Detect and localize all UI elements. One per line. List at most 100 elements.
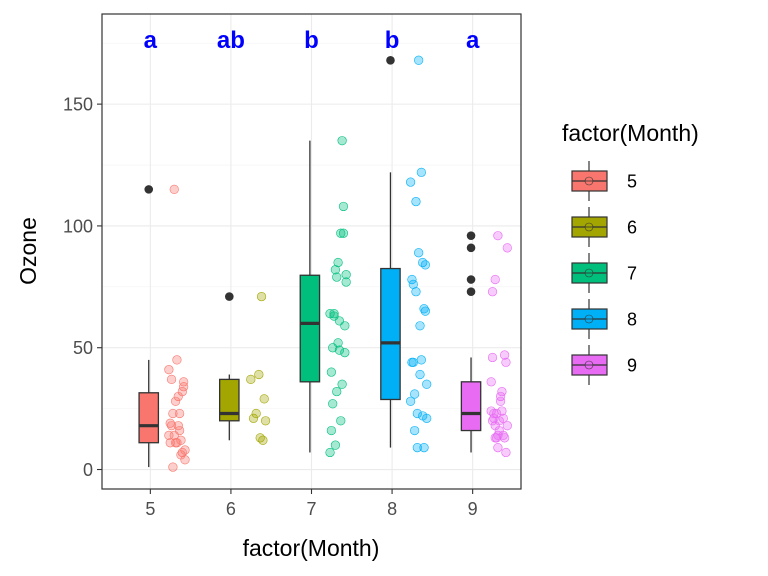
jitter-point <box>326 367 336 377</box>
jitter-point <box>497 406 507 416</box>
jitter-point <box>493 430 503 441</box>
jitter-point <box>172 355 182 365</box>
jitter-point <box>491 408 502 419</box>
x-tick-label: 8 <box>387 499 397 519</box>
jitter-point <box>175 425 185 436</box>
jitter-point <box>341 270 351 280</box>
jitter-point <box>406 177 416 187</box>
jitter-point <box>341 277 351 287</box>
jitter-point <box>337 379 347 389</box>
jitter-point <box>175 408 185 419</box>
jitter-point <box>414 55 424 65</box>
jitter-point <box>418 257 428 268</box>
jitter-point <box>170 396 181 406</box>
jitter-point <box>328 343 338 353</box>
y-tick-label: 150 <box>63 95 93 115</box>
jitter-point <box>411 287 421 297</box>
box-month-5 <box>138 392 160 444</box>
jitter-point <box>489 413 499 423</box>
jitter-point <box>340 321 350 331</box>
jitter-point <box>246 374 256 384</box>
jitter-point <box>407 357 417 367</box>
outlier-point <box>466 275 476 284</box>
jitter-point <box>490 274 500 285</box>
jitter-point <box>502 243 512 253</box>
y-tick-label: 50 <box>73 338 93 358</box>
letter-month-6: ab <box>217 27 245 54</box>
letter-month-9: a <box>466 27 480 54</box>
legend-key-point <box>584 314 594 324</box>
jitter-point <box>486 406 496 416</box>
jitter-point <box>422 379 432 389</box>
jitter-point <box>419 442 429 453</box>
jitter-point <box>406 396 416 406</box>
jitter-point <box>325 309 335 319</box>
jitter-point <box>422 413 432 423</box>
x-tick-label: 9 <box>468 499 478 519</box>
jitter-point <box>254 369 264 380</box>
jitter-point <box>326 425 336 436</box>
jitter-point <box>498 430 508 441</box>
legend-key-point <box>584 222 594 232</box>
outlier-point <box>466 287 476 296</box>
jitter-point <box>410 425 420 436</box>
box-month-8 <box>380 267 401 401</box>
jitter-point <box>164 430 174 441</box>
jitter-point <box>164 365 174 375</box>
box-month-7 <box>299 274 321 383</box>
outlier-point <box>386 55 395 65</box>
jitter-point <box>487 352 498 363</box>
legend-label-5: 5 <box>627 172 637 192</box>
jitter-point <box>255 433 265 443</box>
jitter-point <box>495 396 506 406</box>
jitter-point <box>338 201 349 212</box>
jitter-points <box>164 55 512 472</box>
legend-title: factor(Month) <box>562 120 699 146</box>
jitter-point <box>500 350 510 360</box>
box-month-9 <box>460 381 482 432</box>
jitter-point <box>180 455 190 465</box>
jitter-point <box>165 418 175 428</box>
jitter-point <box>338 228 349 238</box>
jitter-point <box>414 248 424 258</box>
jitter-point <box>495 391 506 402</box>
jitter-point <box>168 408 178 419</box>
jitter-point <box>502 421 512 431</box>
legend-key-point <box>584 268 594 278</box>
jitter-point <box>166 374 177 384</box>
jitter-point <box>169 184 179 194</box>
jitter-point <box>332 386 342 397</box>
jitter-point <box>248 413 259 423</box>
jitter-point <box>498 413 508 423</box>
jitter-point <box>415 369 425 380</box>
outlier-point <box>144 185 154 194</box>
jitter-point <box>325 447 335 458</box>
legend-label-6: 6 <box>627 218 637 238</box>
x-tick-label: 5 <box>145 499 155 519</box>
legend-label-7: 7 <box>627 264 637 284</box>
letter-month-7: b <box>304 27 319 54</box>
jitter-point <box>340 347 350 358</box>
jitter-point <box>501 357 511 367</box>
jitter-point <box>333 257 343 268</box>
significance-letters: a ab b b a <box>144 27 480 54</box>
jitter-point <box>260 416 271 426</box>
jitter-point <box>416 167 426 177</box>
jitter-point <box>336 416 346 426</box>
jitter-point <box>415 321 425 331</box>
y-tick-label: 100 <box>63 216 93 236</box>
x-tick-label: 7 <box>306 499 316 519</box>
box-month-6 <box>218 378 240 422</box>
jitter-point <box>256 291 267 302</box>
jitter-point <box>177 447 187 458</box>
outlier-point <box>225 292 234 301</box>
y-tick-label: 0 <box>83 460 93 480</box>
axes: 0 50 100 150 5 6 7 8 9 <box>63 95 478 519</box>
jitter-point <box>334 316 345 326</box>
jitter-point <box>177 386 187 397</box>
legend-key-point <box>584 360 594 370</box>
jitter-point <box>410 389 420 399</box>
jitter-point <box>259 394 269 404</box>
jitter-point <box>412 442 422 453</box>
legend-label-9: 9 <box>627 356 637 376</box>
